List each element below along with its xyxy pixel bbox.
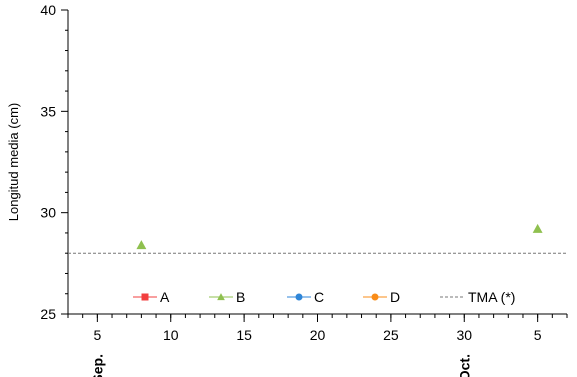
month-label: Sep. <box>89 354 105 377</box>
x-tick-label: 5 <box>534 327 542 343</box>
y-axis-label: Longitud media (cm) <box>6 103 21 222</box>
x-tick-label: 10 <box>163 327 179 343</box>
y-tick-label: 30 <box>40 205 56 221</box>
data-points <box>136 223 543 250</box>
legend-marker-A <box>141 293 149 301</box>
legend: A B C D TMA (*) <box>133 289 515 305</box>
legend-marker-B <box>217 293 225 301</box>
x-tick-label: 5 <box>93 327 101 343</box>
y-tick-label: 25 <box>40 306 56 322</box>
x-tick-label: 30 <box>456 327 472 343</box>
x-tick-label: 25 <box>383 327 399 343</box>
x-tick-label: 15 <box>236 327 252 343</box>
x-axis: 5 10 15 20 25 30 5 Sep. Oct. <box>67 313 568 377</box>
y-tick-label: 35 <box>40 103 56 119</box>
legend-marker-D <box>371 293 379 301</box>
legend-label-C: C <box>314 289 324 305</box>
legend-marker-C <box>295 293 303 301</box>
legend-label-D: D <box>390 289 400 305</box>
legend-label-B: B <box>236 289 245 305</box>
legend-label-reference: TMA (*) <box>468 289 515 305</box>
legend-label-A: A <box>160 289 170 305</box>
month-label: Oct. <box>456 354 472 377</box>
y-axis: 25 30 35 40 <box>40 2 69 322</box>
data-point-B <box>532 223 543 233</box>
y-tick-label: 40 <box>40 2 56 18</box>
x-tick-label: 20 <box>310 327 326 343</box>
data-point-B <box>136 240 147 250</box>
